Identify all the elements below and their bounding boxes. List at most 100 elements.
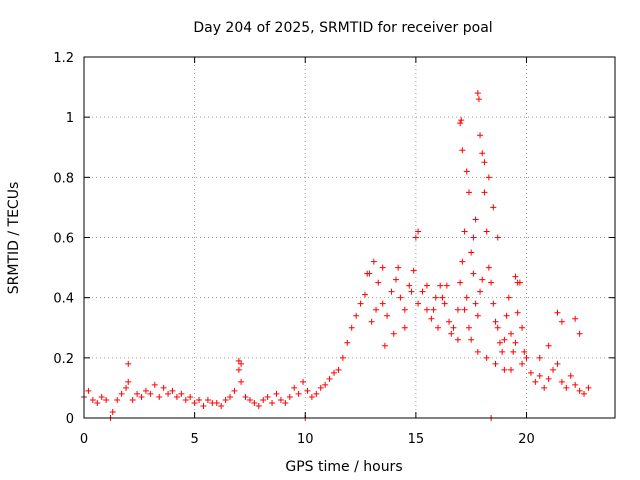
data-point	[477, 288, 484, 295]
data-point	[160, 384, 167, 391]
data-point	[269, 399, 276, 406]
data-point	[381, 342, 388, 349]
data-point	[492, 360, 499, 367]
data-point	[344, 339, 351, 346]
data-point	[541, 384, 548, 391]
data-point	[401, 324, 408, 331]
data-point	[585, 384, 592, 391]
data-point	[246, 396, 253, 403]
data-point	[479, 150, 486, 157]
data-point	[550, 366, 557, 373]
data-point	[483, 228, 490, 235]
data-point	[475, 96, 482, 103]
data-point	[165, 390, 172, 397]
data-point	[397, 294, 404, 301]
data-point	[118, 390, 125, 397]
y-tick-label: 1	[66, 111, 74, 126]
data-point	[222, 396, 229, 403]
data-point	[231, 387, 238, 394]
data-point	[191, 399, 198, 406]
data-point	[465, 324, 472, 331]
data-point	[375, 279, 382, 286]
data-point	[508, 330, 515, 337]
data-point	[264, 393, 271, 400]
data-point	[503, 312, 510, 319]
data-point	[463, 168, 470, 175]
data-point	[392, 276, 399, 283]
data-point	[331, 369, 338, 376]
data-point	[428, 315, 435, 322]
data-point	[512, 273, 519, 280]
data-point	[499, 348, 506, 355]
data-point	[255, 402, 262, 409]
data-point	[488, 279, 495, 286]
data-point	[238, 378, 245, 385]
data-point	[494, 234, 501, 241]
data-point	[308, 393, 315, 400]
data-point	[238, 360, 245, 367]
data-point	[435, 324, 441, 331]
data-point	[384, 312, 391, 319]
data-point	[463, 294, 470, 301]
data-point	[339, 354, 346, 361]
data-point	[432, 294, 439, 301]
data-point	[558, 318, 565, 325]
axis-ticks: 0 0.2 0.4 0.6 0.8 1 1.2 0 5 10 15 20	[53, 51, 615, 447]
data-point	[472, 300, 479, 307]
data-point	[479, 276, 486, 283]
data-point	[357, 300, 364, 307]
data-point	[519, 360, 526, 367]
data-point	[242, 393, 249, 400]
data-point	[196, 396, 203, 403]
data-point	[89, 396, 96, 403]
data-point	[512, 339, 519, 346]
data-point	[510, 348, 517, 355]
data-point	[501, 336, 508, 343]
data-point	[450, 324, 457, 331]
data-point	[251, 399, 258, 406]
data-point	[472, 216, 479, 223]
data-point	[379, 264, 386, 271]
data-point	[458, 117, 465, 124]
data-point	[348, 324, 355, 331]
data-point	[523, 354, 530, 361]
data-point	[178, 390, 185, 397]
data-point	[485, 174, 492, 181]
x-tick-label: 20	[518, 432, 535, 447]
data-point	[123, 384, 130, 391]
data-point	[408, 288, 415, 295]
data-point	[286, 393, 293, 400]
data-point	[395, 264, 402, 271]
data-point	[430, 306, 437, 313]
data-point	[156, 393, 163, 400]
data-point	[260, 396, 267, 403]
data-point	[519, 324, 526, 331]
data-point	[554, 309, 561, 316]
data-point	[545, 342, 552, 349]
data-point	[304, 387, 311, 394]
data-point	[412, 234, 419, 241]
data-point	[109, 408, 116, 415]
data-point	[94, 399, 101, 406]
data-point	[134, 390, 141, 397]
y-tick-label: 0.8	[53, 171, 74, 186]
data-point	[527, 369, 534, 376]
data-point	[291, 384, 298, 391]
data-point	[470, 234, 477, 241]
data-point	[576, 387, 583, 394]
data-point	[461, 228, 468, 235]
data-point	[521, 348, 528, 355]
data-point	[368, 318, 375, 325]
y-axis-label: SRMTID / TECUs	[6, 182, 22, 295]
data-point	[200, 402, 207, 409]
data-point	[390, 330, 397, 337]
x-tick-label: 10	[297, 432, 314, 447]
data-point	[147, 390, 154, 397]
data-points	[81, 90, 592, 421]
data-point	[474, 90, 481, 97]
data-point	[169, 387, 176, 394]
data-point	[567, 372, 574, 379]
data-point	[213, 399, 220, 406]
